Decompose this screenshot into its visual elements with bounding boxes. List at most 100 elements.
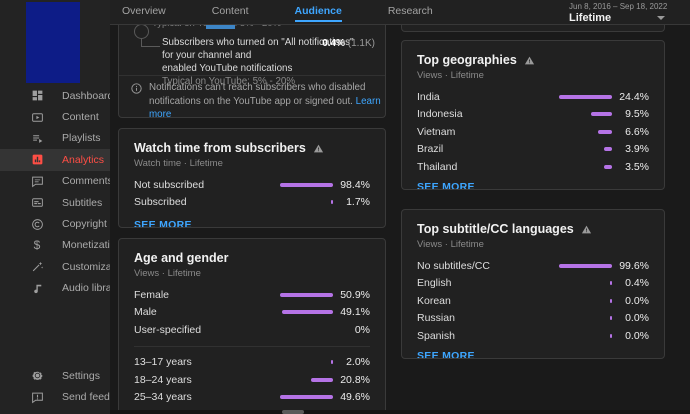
bar [282, 310, 333, 315]
sidebar-item-monetization[interactable]: $ Monetization [0, 235, 122, 256]
row-label: Thailand [417, 160, 458, 173]
note-text: Notifications can't reach subscribers wh… [149, 82, 366, 107]
bar [280, 292, 333, 297]
learn-more-link[interactable]: Learn more [149, 95, 381, 118]
sidebar-item-label: Dashboard [62, 89, 114, 102]
see-more-link[interactable]: SEE MORE [417, 349, 475, 359]
row-label: No subtitles/CC [417, 259, 490, 272]
row-value: 3.9% [625, 143, 649, 156]
bar-area [557, 298, 612, 303]
stat-value-primary: 0.4% [322, 38, 345, 49]
bar-area [278, 377, 333, 382]
see-more-link[interactable]: SEE MORE [134, 219, 192, 228]
tab-content[interactable]: Content [211, 5, 249, 17]
bar [331, 360, 333, 365]
sidebar-item-content[interactable]: Content [0, 106, 110, 127]
see-more-link[interactable]: SEE MORE [417, 180, 475, 190]
bar-area [278, 200, 333, 205]
sidebar-item-subtitles[interactable]: Subtitles [0, 192, 110, 213]
card-title: Watch time from subscribers [134, 141, 306, 155]
row-value: 99.6% [619, 259, 649, 272]
date-range-text: Jun 8, 2016 – Sep 18, 2022 [569, 2, 668, 11]
settings-gear-icon [30, 369, 44, 383]
playlists-icon [30, 131, 44, 145]
row-label: Korean [417, 294, 451, 307]
bar [331, 200, 333, 205]
row-label: Subscribed [134, 196, 187, 209]
main-content: Typical on YouTube: 5% - 20% Subscribers… [110, 25, 690, 414]
row-label: 13–17 years [134, 356, 192, 369]
sidebar-item-send-feedback[interactable]: Send feedback [0, 386, 132, 407]
chart-row: Thailand 3.5% [402, 158, 664, 176]
sidebar-item-label: Monetization [62, 239, 122, 252]
sidebar-item-customization[interactable]: Customization [0, 256, 129, 277]
top-geographies-card: Top geographies Views · Lifetime India 2… [401, 40, 665, 190]
comments-icon [30, 174, 44, 188]
info-icon [131, 83, 142, 94]
funnel-connector [141, 39, 160, 47]
chart-row: English 0.4% [402, 275, 664, 293]
card-subtitle: Views · Lifetime [417, 70, 484, 81]
age-and-gender-card: Age and gender Views · Lifetime Female 5… [118, 238, 386, 414]
tab-research[interactable]: Research [387, 5, 433, 17]
row-label: English [417, 277, 452, 290]
analytics-tabs: Overview Content Audience Research [122, 0, 479, 25]
bar [280, 395, 333, 400]
sidebar-item-comments[interactable]: Comments [0, 171, 113, 192]
stat-value-secondary: (1.1K) [344, 38, 375, 49]
chart-row: Subscribed 1.7% [119, 194, 385, 212]
sidebar-item-label: Audio library [62, 282, 121, 295]
sidebar-item-audio-library[interactable]: Audio library [0, 278, 120, 299]
row-value: 0.0% [625, 329, 649, 342]
chart-row: Russian 0.0% [402, 310, 664, 328]
row-value: 0.0% [625, 294, 649, 307]
row-label: Russian [417, 312, 455, 325]
sidebar-item-label: Content [62, 111, 99, 124]
bar-area [278, 310, 333, 315]
funnel-node-circle [134, 25, 149, 39]
row-value: 24.4% [619, 90, 649, 103]
bar [559, 94, 612, 99]
row-value: 20.8% [340, 373, 370, 386]
tab-audience[interactable]: Audience [294, 0, 343, 25]
analytics-icon [30, 153, 44, 167]
row-label: Vietnam [417, 125, 456, 138]
sidebar-item-settings[interactable]: Settings [0, 365, 110, 386]
sidebar-item-label: Settings [62, 369, 100, 382]
sidebar-item-label: Playlists [62, 132, 101, 145]
warning-icon [313, 143, 324, 154]
watch-time-from-subscribers-card: Watch time from subscribers Watch time ·… [118, 128, 386, 228]
row-value: 49.6% [340, 391, 370, 404]
cropped-blue-bar [206, 25, 235, 29]
feedback-icon [30, 390, 44, 404]
row-label: Female [134, 288, 170, 301]
divider [134, 345, 370, 347]
row-value: 0.0% [625, 312, 649, 325]
sidebar-item-analytics[interactable]: Analytics [0, 149, 110, 171]
notifications-card: Typical on YouTube: 5% - 20% Subscribers… [118, 25, 386, 118]
sidebar-item-dashboard[interactable]: Dashboard [0, 85, 114, 106]
subtitle-language-bar-chart: No subtitles/CC 99.6% English 0.4% Korea… [402, 257, 664, 345]
gender-bar-chart: Female 50.9% Male 49.1% User-specified [119, 286, 385, 339]
sidebar-item-label: Comments [62, 175, 113, 188]
row-value: 2.0% [346, 356, 370, 369]
horizontal-scrollbar[interactable] [110, 410, 690, 414]
row-value: 9.5% [625, 108, 649, 121]
bar [598, 129, 612, 134]
bar-area [557, 333, 612, 338]
bar-area [557, 129, 612, 134]
scrollbar-thumb[interactable] [282, 410, 304, 414]
geography-bar-chart: India 24.4% Indonesia 9.5% Vietnam 6.6% [402, 88, 664, 176]
sidebar-item-copyright[interactable]: Copyright [0, 213, 110, 234]
card-title: Age and gender [134, 251, 229, 265]
stat-line2: enabled YouTube notifications [162, 63, 293, 74]
chart-row: India 24.4% [402, 88, 664, 106]
tab-overview[interactable]: Overview [122, 5, 166, 17]
sidebar-item-playlists[interactable]: Playlists [0, 128, 110, 149]
row-value: 49.1% [340, 306, 370, 319]
sidebar-item-label: Analytics [62, 153, 105, 166]
row-label: Spanish [417, 329, 455, 342]
date-range-selector[interactable]: Jun 8, 2016 – Sep 18, 2022 Lifetime [569, 2, 668, 24]
bar-area [557, 281, 612, 286]
notification-note: Notifications can't reach subscribers wh… [149, 81, 381, 118]
